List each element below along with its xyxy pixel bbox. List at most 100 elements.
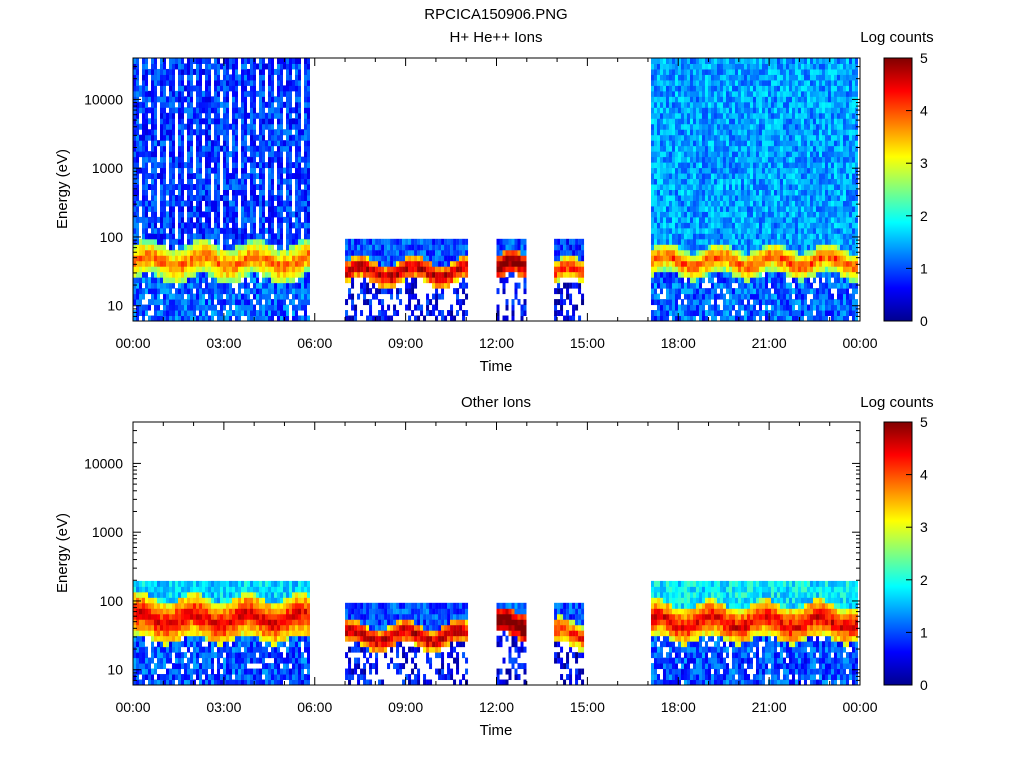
heatmap-cell xyxy=(166,249,169,256)
heatmap-cell xyxy=(244,255,247,262)
heatmap-cell xyxy=(566,282,570,289)
heatmap-cell xyxy=(695,277,699,284)
heatmap-cell xyxy=(241,96,244,103)
heatmap-cell xyxy=(511,271,515,278)
heatmap-cell xyxy=(196,299,199,306)
heatmap-cell xyxy=(773,282,777,289)
heatmap-cell xyxy=(250,85,253,92)
heatmap-cell xyxy=(232,205,235,212)
heatmap-cell xyxy=(295,310,298,317)
heatmap-cell xyxy=(650,68,654,75)
heatmap-cell xyxy=(514,238,518,245)
heatmap-cell xyxy=(755,68,759,75)
heatmap-cell xyxy=(250,96,253,103)
heatmap-cell xyxy=(354,249,358,256)
heatmap-cell xyxy=(689,151,693,158)
heatmap-cell xyxy=(163,173,166,180)
heatmap-cell xyxy=(345,277,349,284)
heatmap-cell xyxy=(169,205,172,212)
heatmap-cell xyxy=(229,151,232,158)
heatmap-cell xyxy=(716,167,720,174)
heatmap-cell xyxy=(274,310,277,317)
heatmap-cell xyxy=(450,260,454,267)
heatmap-cell xyxy=(157,227,160,234)
heatmap-cell xyxy=(136,129,139,136)
heatmap-cell xyxy=(659,200,663,207)
heatmap-cell xyxy=(656,271,660,278)
heatmap-cell xyxy=(295,205,298,212)
heatmap-cell xyxy=(668,79,672,86)
heatmap-cell xyxy=(250,200,253,207)
heatmap-cell xyxy=(659,271,663,278)
heatmap-cell xyxy=(235,112,238,119)
heatmap-cell xyxy=(707,79,711,86)
heatmap-cell xyxy=(734,194,738,201)
heatmap-cell xyxy=(157,68,160,75)
heatmap-cell xyxy=(196,255,199,262)
heatmap-cell xyxy=(133,79,136,86)
heatmap-cell xyxy=(767,112,771,119)
heatmap-cell xyxy=(175,156,178,163)
heatmap-cell xyxy=(662,173,666,180)
heatmap-cell xyxy=(148,205,151,212)
heatmap-cell xyxy=(767,129,771,136)
heatmap-cell xyxy=(298,173,301,180)
heatmap-cell xyxy=(689,74,693,81)
heatmap-cell xyxy=(752,260,756,267)
heatmap-cell xyxy=(271,282,274,289)
heatmap-cell xyxy=(265,260,268,267)
heatmap-cell xyxy=(151,129,154,136)
heatmap-cell xyxy=(229,293,232,300)
heatmap-cell xyxy=(755,189,759,196)
heatmap-cell xyxy=(737,200,741,207)
heatmap-cell xyxy=(698,299,702,306)
heatmap-cell xyxy=(190,255,193,262)
panel-title: H+ He++ Ions xyxy=(450,29,543,46)
heatmap-cell xyxy=(169,145,172,152)
heatmap-cell xyxy=(671,156,675,163)
heatmap-cell xyxy=(704,145,708,152)
heatmap-cell xyxy=(169,167,172,174)
heatmap-cell xyxy=(241,205,244,212)
heatmap-cell xyxy=(381,238,385,245)
heatmap-cell xyxy=(671,249,675,256)
heatmap-cell xyxy=(286,310,289,317)
heatmap-cell xyxy=(220,271,223,278)
heatmap-cell xyxy=(220,266,223,273)
heatmap-cell xyxy=(145,233,148,240)
heatmap-cell xyxy=(307,145,310,152)
heatmap-cell xyxy=(653,118,657,125)
heatmap-cell xyxy=(280,96,283,103)
heatmap-cell xyxy=(357,271,361,278)
heatmap-cell xyxy=(208,233,211,240)
heatmap-cell xyxy=(298,156,301,163)
heatmap-cell xyxy=(199,288,202,295)
heatmap-cell xyxy=(692,288,696,295)
heatmap-cell xyxy=(190,151,193,158)
heatmap-cell xyxy=(698,266,702,273)
heatmap-cell xyxy=(698,200,702,207)
heatmap-cell xyxy=(396,249,400,256)
heatmap-cell xyxy=(145,200,148,207)
heatmap-cell xyxy=(740,249,744,256)
heatmap-cell xyxy=(650,271,654,278)
heatmap-cell xyxy=(295,63,298,70)
heatmap-cell xyxy=(692,58,696,64)
heatmap-cell xyxy=(716,205,720,212)
heatmap-cell xyxy=(214,107,217,114)
heatmap-cell xyxy=(728,266,732,273)
heatmap-cell xyxy=(761,134,765,141)
heatmap-cell xyxy=(372,244,376,251)
heatmap-cell xyxy=(740,277,744,284)
heatmap-cell xyxy=(133,184,136,190)
heatmap-cell xyxy=(160,173,163,180)
heatmap-cell xyxy=(665,90,669,97)
heatmap-cell xyxy=(716,90,720,97)
heatmap-cell xyxy=(262,63,265,70)
heatmap-cell xyxy=(707,244,711,251)
heatmap-cell xyxy=(755,233,759,240)
heatmap-cell xyxy=(716,211,720,218)
heatmap-cell xyxy=(689,216,693,223)
heatmap-cell xyxy=(441,255,445,262)
heatmap-cell xyxy=(307,68,310,75)
